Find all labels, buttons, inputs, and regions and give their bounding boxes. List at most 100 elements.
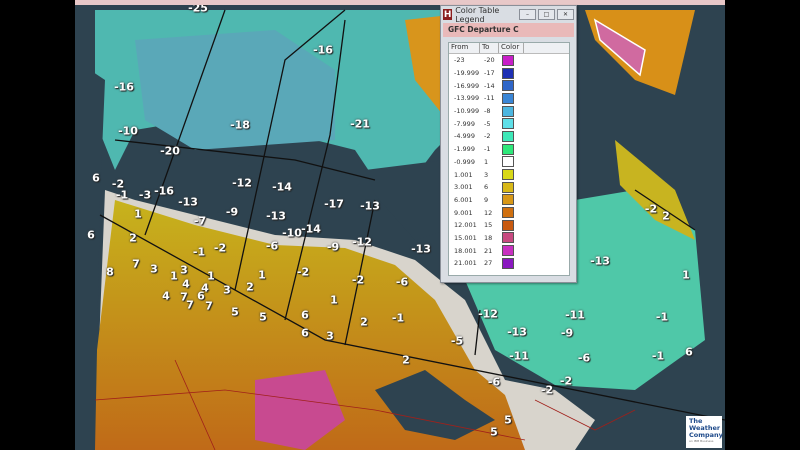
legend-color-swatch bbox=[502, 181, 514, 193]
temperature-departure-label: -7 bbox=[193, 214, 207, 228]
legend-to: -5 bbox=[484, 119, 491, 128]
temperature-departure-label: -13 bbox=[360, 199, 380, 213]
legend-table: From To Color -23 -20 -19.999 -17 -16.999 -14… bbox=[448, 42, 570, 276]
legend-from: -13.999 bbox=[454, 94, 480, 103]
legend-row: -10.999 -8 bbox=[449, 105, 569, 118]
legend-color-swatch bbox=[502, 67, 514, 79]
temperature-departure-label: 1 bbox=[682, 268, 690, 282]
logo-line1: The bbox=[689, 417, 703, 425]
temperature-departure-label: -2 bbox=[540, 383, 554, 397]
legend-from: -0.999 bbox=[454, 157, 475, 166]
legend-to: 21 bbox=[484, 246, 493, 255]
legend-from: -1.999 bbox=[454, 145, 475, 154]
temperature-departure-label: -13 bbox=[590, 254, 610, 268]
legend-to: 12 bbox=[484, 208, 493, 217]
legend-row: -1.999 -1 bbox=[449, 143, 569, 156]
temperature-departure-label: -2 bbox=[559, 374, 573, 388]
legend-from: 21.001 bbox=[454, 259, 477, 268]
legend-color-swatch bbox=[502, 156, 514, 168]
legend-from: -4.999 bbox=[454, 132, 475, 141]
temperature-departure-label: 3 bbox=[150, 262, 158, 276]
temperature-departure-label: -13 bbox=[507, 325, 527, 339]
logo-line3: Company bbox=[689, 431, 723, 439]
greenland-pink bbox=[593, 18, 646, 77]
temperature-departure-label: 3 bbox=[180, 263, 188, 277]
temperature-departure-label: -2 bbox=[644, 202, 658, 216]
temperature-departure-label: -16 bbox=[313, 43, 333, 57]
legend-color-swatch bbox=[502, 245, 514, 257]
column-from[interactable]: From bbox=[449, 43, 480, 53]
temperature-departure-label: 6 bbox=[301, 326, 309, 340]
temperature-departure-label: -6 bbox=[487, 375, 501, 389]
temperature-departure-label: -6 bbox=[577, 351, 591, 365]
minimize-button[interactable]: – bbox=[519, 9, 536, 20]
temperature-departure-label: -1 bbox=[651, 349, 665, 363]
legend-subtitle: GFC Departure C bbox=[443, 23, 574, 37]
color-table-legend-window[interactable]: H Color Table Legend – □ ✕ GFC Departure… bbox=[440, 5, 577, 283]
weather-map: -25 -16 -16 -10 -20 -18 -21 6 -2 -1 -3 -16 -13 1 2 6 -7-… bbox=[75, 0, 725, 450]
legend-from: -23 bbox=[454, 56, 465, 65]
east-cold-region bbox=[445, 190, 705, 390]
temperature-departure-label: -5 bbox=[450, 334, 464, 348]
column-color[interactable]: Color bbox=[499, 43, 524, 53]
temperature-departure-label: -2 bbox=[111, 177, 125, 191]
legend-color-swatch bbox=[502, 194, 514, 206]
legend-row: 15.001 18 bbox=[449, 232, 569, 245]
temperature-departure-label: -2 bbox=[351, 273, 365, 287]
legend-to: -1 bbox=[484, 145, 491, 154]
legend-from: 1.001 bbox=[454, 170, 473, 179]
temperature-departure-label: 1 bbox=[258, 268, 266, 282]
logo-line2: Weather bbox=[689, 424, 721, 432]
legend-row: -7.999 -5 bbox=[449, 117, 569, 130]
temperature-departure-label: -6 bbox=[265, 239, 279, 253]
temperature-departure-label: 6 bbox=[301, 308, 309, 322]
temperature-departure-label: -17 bbox=[324, 197, 344, 211]
pink-hotspot bbox=[255, 370, 345, 450]
temperature-departure-label: 2 bbox=[360, 315, 368, 329]
legend-row: 3.001 6 bbox=[449, 181, 569, 194]
legend-row: -16.999 -14 bbox=[449, 79, 569, 92]
column-to[interactable]: To bbox=[480, 43, 499, 53]
temperature-departure-label: 6 bbox=[92, 171, 100, 185]
legend-from: 9.001 bbox=[454, 208, 473, 217]
legend-from: 3.001 bbox=[454, 183, 473, 192]
legend-row: 21.001 27 bbox=[449, 257, 569, 270]
legend-row: -0.999 1 bbox=[449, 156, 569, 169]
legend-to: 15 bbox=[484, 221, 493, 230]
legend-to: -11 bbox=[484, 94, 495, 103]
temperature-departure-label: -12 bbox=[232, 176, 252, 190]
legend-from: 12.001 bbox=[454, 221, 477, 230]
close-button[interactable]: ✕ bbox=[557, 9, 574, 20]
legend-to: -2 bbox=[484, 132, 491, 141]
legend-color-swatch bbox=[502, 219, 514, 231]
temperature-departure-label: 2 bbox=[246, 280, 254, 294]
temperature-departure-label: -13 bbox=[411, 242, 431, 256]
temperature-departure-label: 6 bbox=[685, 345, 693, 359]
legend-from: 15.001 bbox=[454, 233, 477, 242]
temperature-departure-label: 8 bbox=[106, 265, 114, 279]
temperature-departure-label: 5 bbox=[504, 413, 512, 427]
legend-row: 12.001 15 bbox=[449, 219, 569, 232]
temperature-departure-label: -13 bbox=[178, 195, 198, 209]
legend-row: 6.001 9 bbox=[449, 194, 569, 207]
legend-row: -19.999 -17 bbox=[449, 67, 569, 80]
temperature-departure-label: -13 bbox=[266, 209, 286, 223]
legend-from: 18.001 bbox=[454, 246, 477, 255]
roads bbox=[94, 359, 636, 450]
legend-to: 18 bbox=[484, 233, 493, 242]
temperature-departure-label: 6 bbox=[87, 228, 95, 242]
window-titlebar[interactable]: H Color Table Legend – □ ✕ bbox=[441, 6, 576, 24]
temperature-departure-label: -16 bbox=[114, 80, 134, 94]
temperature-departure-label: -10 bbox=[282, 226, 302, 240]
app-icon: H bbox=[443, 9, 453, 20]
temperature-departure-label: 6 bbox=[197, 289, 205, 303]
legend-to: -8 bbox=[484, 107, 491, 116]
maximize-button[interactable]: □ bbox=[538, 9, 555, 20]
temperature-departure-label: 7 bbox=[180, 290, 188, 304]
temperature-departure-label: -9 bbox=[326, 240, 340, 254]
temperature-departure-label: -10 bbox=[118, 124, 138, 138]
temperature-departure-label: -1 bbox=[192, 245, 206, 259]
legend-color-swatch bbox=[502, 232, 514, 244]
legend-to: 3 bbox=[484, 170, 489, 179]
legend-color-swatch bbox=[502, 54, 514, 66]
